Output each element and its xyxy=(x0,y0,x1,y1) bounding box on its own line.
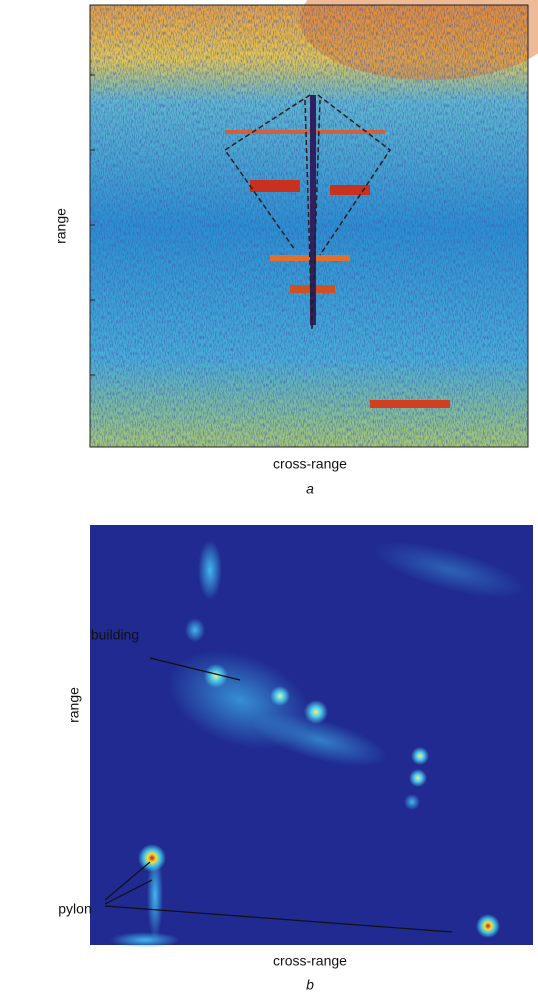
y-axis-label: range xyxy=(66,687,82,723)
annotation-lines xyxy=(104,657,453,933)
aircraft-outline xyxy=(223,94,392,331)
ticks xyxy=(90,74,95,376)
caption: b xyxy=(306,977,314,993)
caption: a xyxy=(306,481,314,497)
x-axis-label: cross-range xyxy=(273,456,347,472)
panel-a: range cross-range a xyxy=(53,0,538,497)
speckle xyxy=(90,5,528,447)
panel-b: range building pylon cross-range b xyxy=(58,525,533,993)
aircraft-returns xyxy=(225,95,450,408)
y-axis-label: range xyxy=(53,208,69,244)
annotation: pylon xyxy=(58,901,91,917)
scatterers xyxy=(110,540,528,948)
axes-frame xyxy=(89,4,529,448)
annotation: building xyxy=(91,627,139,643)
x-axis-label: cross-range xyxy=(273,953,347,969)
